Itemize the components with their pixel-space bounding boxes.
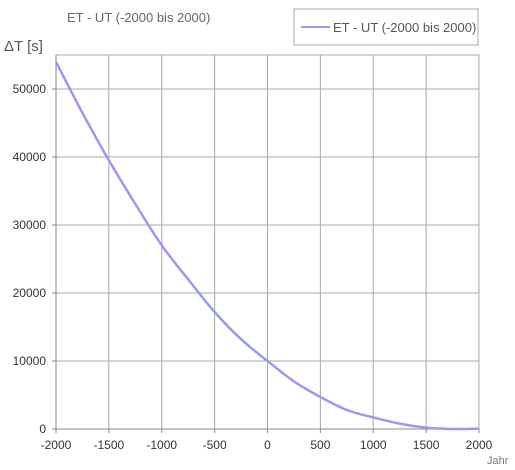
x-tick-label: -1500 <box>94 438 125 452</box>
series-layer <box>54 61 480 431</box>
x-tick-label: 1500 <box>413 438 440 452</box>
grid <box>56 54 480 429</box>
y-tick-label: 50000 <box>13 82 47 96</box>
x-tick-label: -2000 <box>41 438 72 452</box>
legend: ET - UT (-2000 bis 2000) <box>293 8 479 46</box>
x-tick-label: 1000 <box>360 438 387 452</box>
axes <box>52 55 480 433</box>
x-tick-label: -1000 <box>146 438 177 452</box>
y-tick-label: 10000 <box>13 354 47 368</box>
chart-title: ET - UT (-2000 bis 2000) <box>67 10 210 25</box>
y-tick-label: 20000 <box>13 286 47 300</box>
x-tick-label: 2000 <box>466 438 493 452</box>
y-tick-label: 40000 <box>13 150 47 164</box>
x-tick-label: 500 <box>310 438 330 452</box>
y-axis-label: ΔT [s] <box>4 38 43 55</box>
legend-label: ET - UT (-2000 bis 2000) <box>333 20 476 35</box>
series-line <box>54 61 480 431</box>
x-tick-label: 0 <box>264 438 271 452</box>
tick-labels: -2000 -1500 -1000 -500 0 500 1000 1500 200001000… <box>13 82 493 452</box>
y-tick-label: 0 <box>39 422 46 436</box>
y-tick-label: 30000 <box>13 218 47 232</box>
x-tick-label: -500 <box>203 438 227 452</box>
x-axis-label: Jahr <box>487 455 509 467</box>
